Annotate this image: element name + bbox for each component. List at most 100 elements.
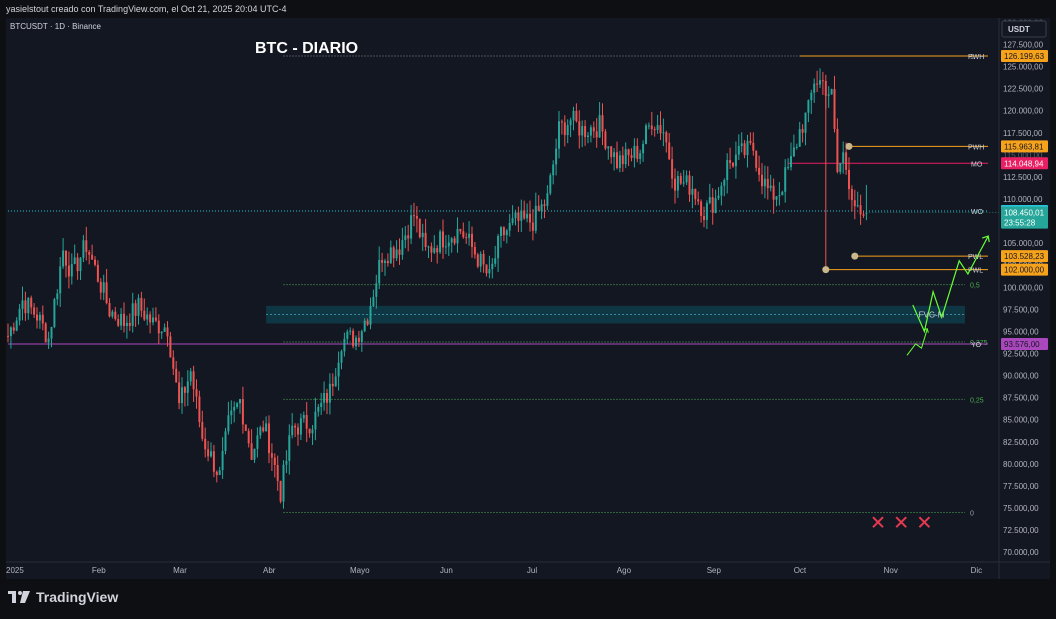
candle-body xyxy=(297,427,299,435)
tradingview-brand[interactable]: TradingView xyxy=(8,589,118,605)
candle-body xyxy=(239,399,241,404)
attribution-text: yasielstout creado con TradingView.com, … xyxy=(6,4,287,14)
candle-body xyxy=(276,464,279,481)
candle-body xyxy=(163,327,166,332)
candle-body xyxy=(105,282,108,304)
candle-body xyxy=(131,303,134,326)
candle-body xyxy=(850,189,853,201)
candle-body xyxy=(134,303,137,316)
price-tick-label: 82.500,00 xyxy=(1003,438,1039,447)
candle-body xyxy=(299,418,302,435)
candle-body xyxy=(723,179,726,186)
candle-body xyxy=(511,218,514,223)
level-name-yo: YO xyxy=(971,342,982,349)
candle-body xyxy=(67,265,70,277)
price-axis[interactable] xyxy=(999,18,1050,579)
candle-body xyxy=(125,322,128,327)
candle-body xyxy=(21,300,24,309)
fib-level-label: 1 xyxy=(970,54,974,61)
candle-body xyxy=(186,381,189,393)
candle-body xyxy=(444,246,447,248)
candle-body xyxy=(642,143,645,154)
candle-body xyxy=(671,159,674,179)
candle-body xyxy=(853,200,856,207)
candle-body xyxy=(389,247,392,264)
candle-body xyxy=(700,201,703,216)
candle-body xyxy=(656,125,659,130)
candle-body xyxy=(120,313,123,326)
candle-body xyxy=(210,451,212,457)
candle-body xyxy=(7,335,9,337)
candle-body xyxy=(381,259,384,263)
candle-body xyxy=(215,471,218,476)
candle-body xyxy=(30,297,33,308)
projection-path xyxy=(912,235,989,334)
candle-body xyxy=(221,450,224,471)
currency-button[interactable] xyxy=(1001,20,1047,38)
candle-body xyxy=(621,155,624,165)
candle-body xyxy=(88,252,91,255)
level-anchor-marker xyxy=(851,252,859,260)
candle-body xyxy=(140,297,143,311)
price-tick-label: 97.500,00 xyxy=(1003,305,1039,314)
time-tick-label: Sep xyxy=(707,566,722,575)
price-tick-label: 115.000,00 xyxy=(1003,151,1043,160)
price-tag-value: 103.528,23 xyxy=(1004,252,1045,261)
candle-body xyxy=(369,305,372,325)
candle-body xyxy=(59,266,62,294)
candle-body xyxy=(282,464,285,502)
candle-body xyxy=(352,330,355,347)
candle-body xyxy=(308,428,311,434)
fib-level-label: 0,25 xyxy=(970,397,984,404)
candlestick-chart[interactable]: 10,50,3750,250 FVG-M PWHPWHMOWOPWLPWLYO … xyxy=(6,18,1050,579)
time-tick-label: Jul xyxy=(527,566,537,575)
candle-body xyxy=(494,258,497,264)
candle-body xyxy=(94,259,96,265)
candle-body xyxy=(795,146,798,148)
candle-body xyxy=(833,89,836,129)
candle-body xyxy=(842,152,845,164)
cross-icon xyxy=(872,516,884,528)
projection-arrowhead xyxy=(923,328,929,333)
chart-panel[interactable]: 10,50,3750,250 FVG-M PWHPWHMOWOPWLPWLYO … xyxy=(6,18,1050,579)
candle-body xyxy=(810,92,813,101)
candle-body xyxy=(70,263,73,277)
candle-body xyxy=(537,205,540,211)
candle-body xyxy=(792,147,795,157)
candle-body xyxy=(433,248,436,253)
candle-body xyxy=(821,80,824,82)
candle-body xyxy=(183,387,186,393)
time-tick-label: Nov xyxy=(884,566,898,575)
candle-body xyxy=(752,142,755,151)
candle-body xyxy=(630,155,633,158)
candle-body xyxy=(415,216,418,219)
candle-body xyxy=(761,174,763,187)
candle-body xyxy=(372,296,375,306)
candle-body xyxy=(787,167,790,169)
candle-body xyxy=(703,215,705,220)
footer: TradingView xyxy=(0,581,1056,619)
candle-body xyxy=(613,152,616,158)
candle-body xyxy=(53,299,56,327)
candle-body xyxy=(421,232,424,238)
currency-label[interactable]: USDT xyxy=(1008,25,1030,34)
level-name-mo: MO xyxy=(971,161,983,168)
candle-body xyxy=(485,264,488,274)
candle-body xyxy=(476,254,479,267)
candle-body xyxy=(531,222,534,231)
candle-body xyxy=(207,449,210,457)
time-tick-label: Dic xyxy=(971,566,983,575)
candle-body xyxy=(96,264,99,282)
candle-body xyxy=(497,235,500,259)
price-tick-label: 90.000,00 xyxy=(1003,372,1039,381)
candle-timer: 23:55:28 xyxy=(1004,219,1036,228)
candle-body xyxy=(462,231,465,238)
candle-body xyxy=(665,132,668,143)
candle-body xyxy=(778,195,781,197)
candle-body xyxy=(824,80,827,96)
candle-body xyxy=(73,257,76,264)
level-name-pwh: PWH xyxy=(968,54,984,61)
candle-body xyxy=(33,307,36,315)
candle-body xyxy=(401,240,404,255)
candle-body xyxy=(355,337,357,347)
